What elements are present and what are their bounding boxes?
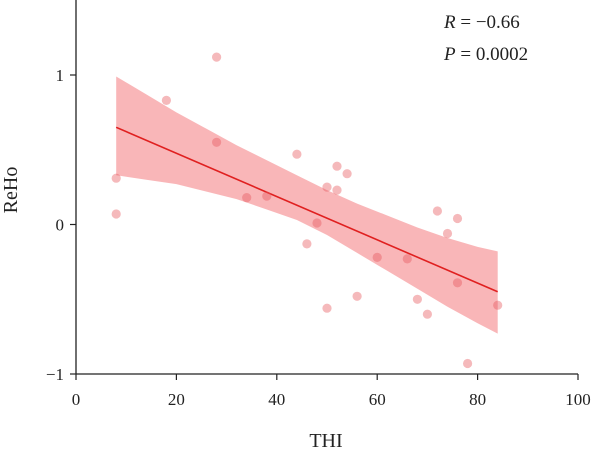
r-variable: R: [443, 12, 456, 33]
x-tick-label: 60: [369, 390, 386, 409]
x-ticks: 0 20 40 60 80 100: [72, 374, 591, 409]
data-point: [322, 182, 332, 192]
data-point: [342, 169, 352, 179]
confidence-band: [116, 76, 498, 334]
y-axis-title: ReHo: [0, 167, 22, 214]
data-point: [493, 300, 503, 310]
x-tick-label: 0: [72, 390, 81, 409]
x-tick-label: 40: [268, 390, 285, 409]
data-point: [212, 137, 222, 147]
data-point: [322, 303, 332, 313]
data-point: [161, 95, 171, 105]
data-point: [242, 193, 252, 203]
data-point: [372, 252, 382, 262]
data-points: [111, 52, 503, 369]
data-point: [463, 358, 473, 369]
x-tick-label: 100: [565, 390, 591, 409]
data-point: [332, 161, 342, 171]
y-tick-label: 0: [56, 216, 65, 235]
data-point: [111, 173, 121, 183]
p-annotation: P = 0.0002: [443, 44, 528, 65]
p-value: = 0.0002: [456, 44, 528, 65]
stats-annotation: R = −0.66 P = 0.0002: [443, 12, 528, 65]
data-point: [452, 213, 463, 224]
axes: 0 20 40 60 80 100 −1 0 1: [46, 0, 591, 409]
plot-area: [111, 52, 503, 369]
data-point: [302, 239, 312, 249]
data-point: [332, 185, 342, 195]
data-point: [312, 218, 322, 228]
p-variable: P: [443, 44, 456, 65]
data-point: [452, 278, 463, 288]
data-point: [262, 191, 272, 201]
data-point: [292, 149, 302, 159]
x-tick-label: 20: [168, 390, 185, 409]
data-point: [212, 52, 222, 62]
regression-line: [115, 126, 498, 293]
data-point: [412, 294, 422, 304]
r-value: = −0.66: [456, 12, 520, 33]
data-point: [422, 309, 432, 319]
y-ticks: −1 0 1: [46, 66, 76, 384]
data-point: [442, 228, 453, 239]
data-point: [402, 254, 412, 264]
y-tick-label: −1: [46, 365, 64, 384]
data-point: [352, 291, 362, 301]
data-point: [432, 206, 442, 216]
y-tick-label: 1: [56, 66, 65, 85]
r-annotation: R = −0.66: [443, 12, 520, 33]
x-axis-title: THI: [309, 430, 342, 452]
x-tick-label: 80: [469, 390, 486, 409]
data-point: [111, 209, 121, 219]
